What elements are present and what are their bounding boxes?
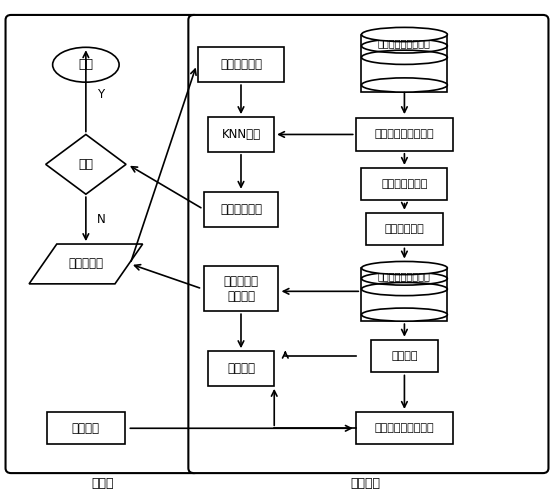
FancyBboxPatch shape <box>6 15 199 473</box>
FancyBboxPatch shape <box>371 340 438 373</box>
FancyBboxPatch shape <box>356 119 453 150</box>
FancyBboxPatch shape <box>208 351 274 386</box>
Text: 客户端标注: 客户端标注 <box>68 257 104 270</box>
FancyBboxPatch shape <box>361 268 448 321</box>
Text: 运动序列的分割: 运动序列的分割 <box>381 179 428 189</box>
Polygon shape <box>29 244 143 284</box>
FancyBboxPatch shape <box>208 117 274 152</box>
Text: 标注信息学习: 标注信息学习 <box>220 58 262 71</box>
Text: 生成第一次
检索结果: 生成第一次 检索结果 <box>223 275 259 303</box>
FancyBboxPatch shape <box>204 266 278 311</box>
Ellipse shape <box>362 261 448 274</box>
Text: N: N <box>97 213 106 226</box>
Text: 距离排序: 距离排序 <box>227 362 255 375</box>
Text: 结束: 结束 <box>78 58 94 71</box>
Text: KNN分类: KNN分类 <box>222 128 260 141</box>
Polygon shape <box>46 134 126 194</box>
Ellipse shape <box>362 27 448 42</box>
Text: Y: Y <box>97 88 104 101</box>
Text: 人体运动序列数据库: 人体运动序列数据库 <box>378 38 431 49</box>
FancyBboxPatch shape <box>204 192 278 227</box>
Text: 特征匹配: 特征匹配 <box>391 351 418 361</box>
Text: 关键帧的提取: 关键帧的提取 <box>384 224 424 234</box>
Text: 运动序列的特征提取: 运动序列的特征提取 <box>375 423 434 433</box>
Ellipse shape <box>362 308 448 321</box>
Text: 客户端: 客户端 <box>91 477 114 490</box>
FancyBboxPatch shape <box>361 168 448 200</box>
Text: 服务器端: 服务器端 <box>351 477 381 490</box>
FancyBboxPatch shape <box>198 47 284 82</box>
Text: 人体运动特征数据库: 人体运动特征数据库 <box>378 271 431 281</box>
Text: 运动序列: 运动序列 <box>72 422 100 435</box>
Ellipse shape <box>362 78 448 92</box>
FancyBboxPatch shape <box>188 15 548 473</box>
FancyBboxPatch shape <box>361 34 448 92</box>
FancyBboxPatch shape <box>356 412 453 444</box>
Text: 满意: 满意 <box>78 158 94 171</box>
Text: 生成检索结果: 生成检索结果 <box>220 203 262 216</box>
FancyBboxPatch shape <box>47 412 125 444</box>
Ellipse shape <box>53 47 119 82</box>
Text: 运动序列四元数表示: 运动序列四元数表示 <box>375 129 434 139</box>
FancyBboxPatch shape <box>366 213 443 245</box>
